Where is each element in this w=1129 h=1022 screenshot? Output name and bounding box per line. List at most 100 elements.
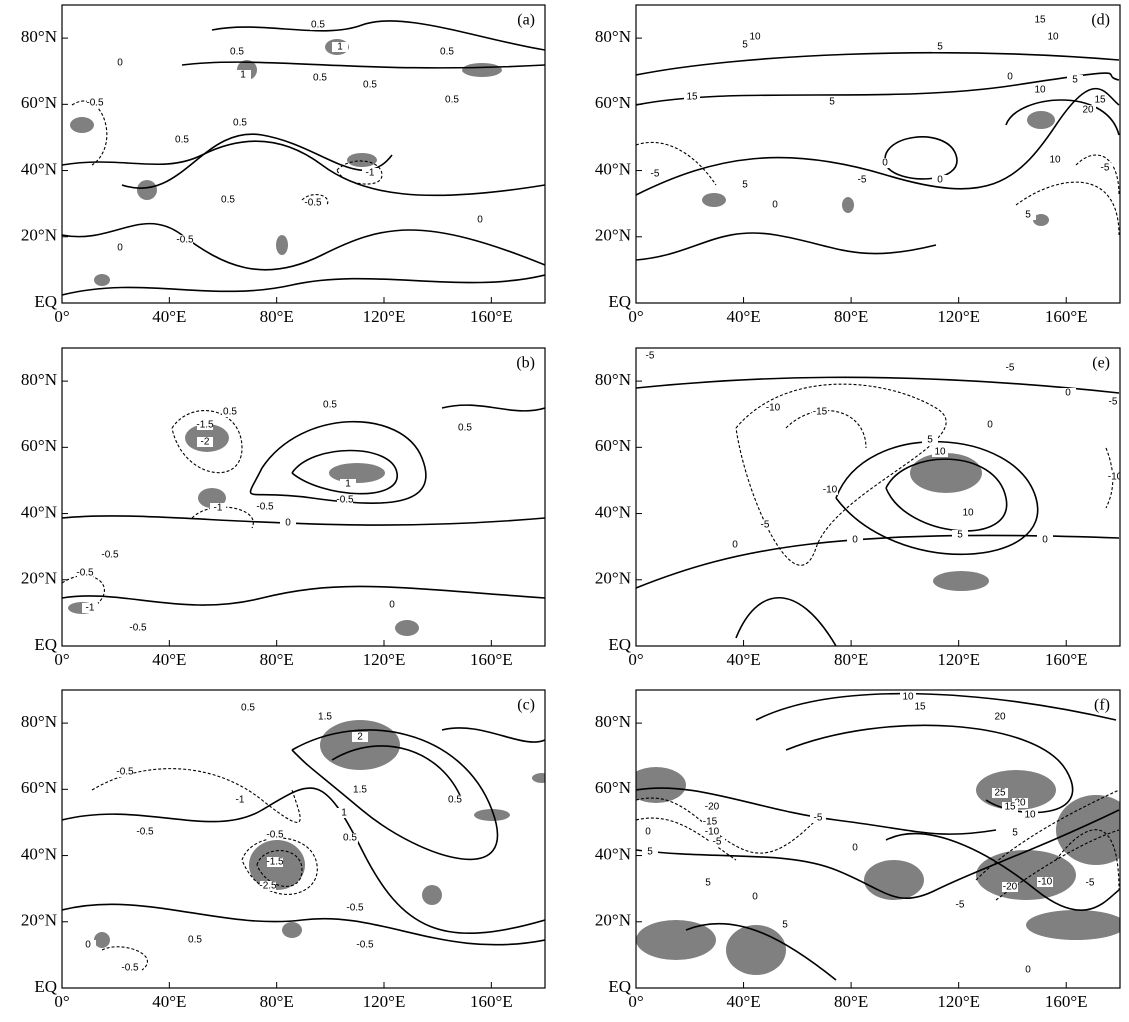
contour-label: 0 — [1007, 72, 1013, 83]
contour-label: -0.5 — [86, 98, 104, 109]
contour-label: 0 — [389, 600, 395, 611]
lon-tick-label: 40°E — [152, 307, 186, 326]
lat-tick-label: 40°N — [595, 502, 631, 521]
contour-line-negative — [636, 798, 816, 853]
contour-label: -2.5 — [259, 881, 277, 892]
contour-label: -1 — [86, 603, 95, 614]
contour-line-negative — [72, 101, 107, 165]
contour-label: 0.5 — [233, 118, 247, 129]
contour-line — [62, 516, 545, 525]
contour-label: -5 — [858, 175, 867, 186]
contour-label: -5 — [1086, 878, 1095, 889]
map-content: 101520252015105-20-10-15-50-550505-20-10… — [626, 692, 1129, 980]
shaded-region — [626, 767, 686, 803]
lat-tick-label: 80°N — [595, 27, 631, 46]
lat-tick-label: 20°N — [595, 911, 631, 930]
lon-tick-label: 120°E — [937, 992, 980, 1011]
map-content: 1510105505151015205-5005-510-505 — [636, 15, 1119, 260]
contour-label: 0 — [987, 420, 993, 431]
lon-tick-label: 0° — [54, 650, 69, 669]
contour-label: 0.5 — [188, 935, 202, 946]
contour-label: 2 — [357, 732, 363, 743]
contour-label: 0.5 — [445, 95, 459, 106]
panel-label: (a) — [517, 12, 535, 29]
contour-line — [62, 586, 545, 605]
map-content: 0.5-1.5-20.51-0.5-1-0.50.50-0.5-0.5-1-0.… — [62, 400, 545, 636]
contour-label: -5 — [1109, 397, 1118, 408]
lon-tick-label: 40°E — [726, 307, 760, 326]
contour-label: -0.5 — [266, 830, 284, 841]
contour-line — [62, 275, 545, 295]
shaded-region — [864, 860, 924, 900]
map-content: 0.50.510.5010.50.50.5-0.50.50.5-10.5-0.5… — [62, 20, 545, 295]
contour-label: 5 — [742, 40, 748, 51]
lon-tick-label: 160°E — [470, 307, 513, 326]
lat-tick-label: 80°N — [21, 712, 57, 731]
contour-label: 10 — [1024, 810, 1036, 821]
contour-label: -0.5 — [116, 767, 134, 778]
contour-line — [442, 405, 545, 411]
shaded-region — [329, 463, 385, 483]
map-panel: 0.5-1.5-20.51-0.5-1-0.50.50-0.5-0.5-1-0.… — [21, 348, 545, 669]
contour-label: -10 — [766, 403, 781, 414]
contour-label: 0.5 — [311, 20, 325, 31]
contour-label: 0 — [752, 892, 758, 903]
contour-label: 0 — [1025, 965, 1031, 976]
contour-label: 1 — [345, 479, 351, 490]
map-panel: 101520252015105-20-10-15-50-550505-20-10… — [595, 690, 1129, 1011]
panel-label: (e) — [1092, 355, 1110, 372]
contour-line — [756, 694, 1116, 720]
contour-label: -5 — [761, 520, 770, 531]
contour-label: 1 — [341, 808, 347, 819]
contour-label: 10 — [1049, 155, 1061, 166]
contour-label: -20 — [1003, 882, 1018, 893]
contour-label: 5 — [705, 878, 711, 889]
contour-label: -1.5 — [266, 857, 284, 868]
contour-label: -0.5 — [136, 827, 154, 838]
lat-tick-label: 20°N — [21, 226, 57, 245]
panel-label: (c) — [517, 697, 535, 714]
map-panel: -5-50-5-10-155100-10-510500-100(e)80°N60… — [595, 348, 1123, 669]
lon-tick-label: 120°E — [363, 307, 406, 326]
lat-tick-label: 20°N — [21, 911, 57, 930]
contour-label: -1 — [366, 168, 375, 179]
contour-label: -5 — [814, 813, 823, 824]
lon-tick-label: 120°E — [363, 650, 406, 669]
contour-label: 0.5 — [458, 423, 472, 434]
shaded-region — [94, 274, 110, 286]
contour-label: -20 — [705, 802, 720, 813]
contour-label: 1 — [240, 70, 246, 81]
lat-tick-label: 60°N — [21, 778, 57, 797]
contour-line — [736, 598, 836, 646]
contour-label: 0 — [852, 535, 858, 546]
contour-label: -0.5 — [304, 198, 322, 209]
lat-tick-label: 20°N — [21, 569, 57, 588]
contour-label: 5 — [782, 920, 788, 931]
shaded-region — [94, 932, 110, 948]
contour-label: -5 — [651, 169, 660, 180]
lon-tick-label: 80°E — [260, 307, 294, 326]
contour-label: 0 — [85, 940, 91, 951]
lon-tick-label: 80°E — [834, 992, 868, 1011]
contour-label: 5 — [937, 42, 943, 53]
lon-tick-label: 80°E — [260, 992, 294, 1011]
contour-label: 15 — [1094, 95, 1106, 106]
lon-tick-label: 160°E — [1045, 307, 1088, 326]
contour-label: 25 — [994, 788, 1006, 799]
lat-tick-label: 60°N — [595, 778, 631, 797]
contour-label: 15 — [1034, 15, 1046, 26]
lon-tick-label: 0° — [628, 650, 643, 669]
contour-label: -1 — [236, 795, 245, 806]
shaded-region — [395, 620, 419, 636]
contour-label: 0 — [1065, 388, 1071, 399]
contour-label: 15 — [1004, 802, 1016, 813]
panel-label: (d) — [1091, 12, 1110, 29]
shaded-region — [137, 180, 157, 200]
contour-label: -0.5 — [346, 903, 364, 914]
contour-label: 0.5 — [313, 73, 327, 84]
shaded-region — [636, 920, 716, 960]
contour-label: 0.5 — [448, 795, 462, 806]
contour-label: -1 — [214, 503, 223, 514]
contour-label: -15 — [703, 817, 718, 828]
contour-label: 0 — [937, 175, 943, 186]
